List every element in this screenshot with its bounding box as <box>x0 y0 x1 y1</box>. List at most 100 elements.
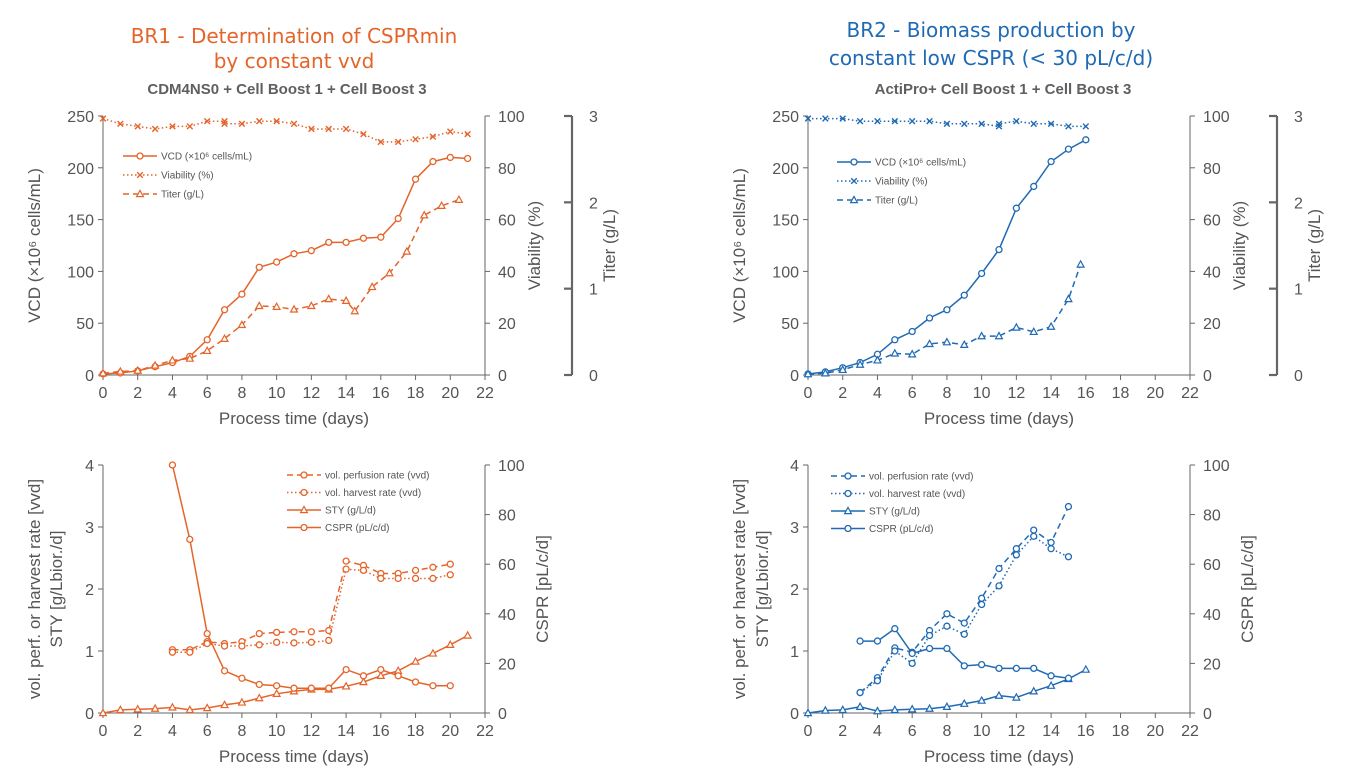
br2-bottom-data-point <box>960 619 968 627</box>
br2-top-y-tick-label: 50 <box>781 316 799 333</box>
br1-top-y-tick-label: 200 <box>67 161 94 178</box>
br2-bottom-legend-marker <box>844 489 852 498</box>
br1-top-y-axis-label-0: VCD (×10⁶ cells/mL) <box>25 168 44 323</box>
br2-bottom-data-point <box>1047 545 1055 553</box>
br2-title-line2: constant low CSPR (< 30 pL/c/d) <box>829 46 1153 70</box>
br1-top-series-line <box>102 117 468 143</box>
br2-top-x-tick-label: 2 <box>838 385 847 402</box>
br2-bottom-data-point <box>925 631 934 640</box>
br2-bottom-data-point <box>1081 664 1091 673</box>
br1-top-y3-tick-label: 1 <box>589 282 598 299</box>
br1-bottom-data-point <box>428 648 438 657</box>
br2-bottom-data-point <box>995 664 1003 673</box>
br2-bottom-data-point <box>891 625 899 633</box>
br1-top-data-point <box>168 355 177 364</box>
br1-top-y-axis-label-1: Viability (%) <box>525 201 544 290</box>
br1-bottom-x-tick-label: 6 <box>203 723 212 740</box>
br1-top-y-tick-label: 150 <box>67 213 94 230</box>
br2-top-data-point <box>925 314 934 322</box>
br2-bottom-data-point <box>1030 664 1038 673</box>
br1-bottom-legend-marker <box>300 523 308 532</box>
br2-top-y-axis-label-2: Titer (g/L) <box>1305 209 1324 282</box>
br1-top-legend-label: Viability (%) <box>161 171 214 182</box>
br1-bottom-data-point <box>325 684 333 692</box>
br2-top-series-1 <box>804 115 1090 130</box>
br2-top-data-point <box>855 359 865 368</box>
br2-bottom-data-point <box>856 637 864 645</box>
br1-bottom-data-point <box>376 670 386 680</box>
br1-top-data-point <box>134 123 142 130</box>
br2-top-data-point <box>1065 123 1072 130</box>
br2-top-data-point <box>1030 120 1038 128</box>
br1-top-y3-tick-label: 0 <box>589 368 598 385</box>
br1-top-y2-tick-label: 100 <box>498 109 525 126</box>
br1-top-data-point <box>221 120 228 128</box>
br2-bottom-y2-tick-label: 80 <box>1203 508 1221 525</box>
br1-top-data-point <box>308 125 315 133</box>
br2-top-y-axis-label-1: Viability (%) <box>1230 201 1249 290</box>
br1-top-data-point <box>151 125 159 133</box>
br2-bottom-y-tick-label: 1 <box>790 644 799 661</box>
br1-top-data-point <box>360 130 367 138</box>
br2-bottom-y2-tick-label: 100 <box>1203 458 1230 475</box>
br2-bottom-data-point <box>890 705 900 714</box>
br1-bottom-legend: vol. perfusion rate (vvd) vol. harvest ra… <box>287 471 430 534</box>
br1-bottom-series-3 <box>168 461 454 692</box>
br1-top-y2-tick-label: 20 <box>498 316 516 333</box>
br2-top-series-2 <box>803 259 1086 378</box>
br2-top-data-point <box>960 291 968 299</box>
br2-top-data-point <box>977 331 987 340</box>
br2-bottom-x-tick-label: 18 <box>1112 723 1130 740</box>
br1-bottom-data-point <box>168 461 177 469</box>
br1-top-data-point <box>255 117 263 125</box>
br1-top-x-tick-label: 16 <box>372 385 390 402</box>
br2-top-legend-marker <box>850 158 858 166</box>
br1-bottom-series-0 <box>168 557 454 654</box>
br1-top-y2-tick-label: 0 <box>498 368 507 385</box>
br2-bottom-data-point <box>1012 545 1021 553</box>
br2-bottom-data-point <box>1064 674 1073 682</box>
br1-bottom-data-point <box>272 688 282 697</box>
br2-top-y2-tick-label: 40 <box>1203 264 1221 281</box>
br1-top-data-point <box>289 304 299 313</box>
br1-bottom-data-point <box>290 639 298 647</box>
br1-top-x-tick-label: 20 <box>441 385 459 402</box>
br2-bottom-data-point <box>1064 502 1073 511</box>
br2-top-data-point <box>1064 294 1073 303</box>
br1-top-data-point <box>341 295 351 304</box>
br1-top-data-point <box>98 368 108 377</box>
br2-top-x-tick-label: 4 <box>873 385 882 402</box>
br2-top-x-tick-label: 10 <box>973 385 991 402</box>
br1-bottom-x-tick-label: 2 <box>133 723 142 740</box>
br2-bottom-data-point <box>925 644 934 653</box>
br2-top-x-tick-label: 6 <box>908 385 917 402</box>
br1-top-legend-label: VCD (×10⁶ cells/mL) <box>161 152 252 163</box>
br2-bottom-data-point <box>873 637 882 645</box>
br2-bottom-data-point <box>838 705 848 714</box>
br2-top-data-point <box>907 349 917 358</box>
br1-top-data-point <box>238 120 246 128</box>
br1-top-data-point <box>220 333 229 342</box>
br1-top-y-tick-label: 100 <box>67 264 94 281</box>
br1-top-data-point <box>186 123 194 130</box>
br2-bottom-series-3 <box>856 625 1073 682</box>
br1-top-data-point <box>454 194 464 203</box>
br1-top-series-line <box>102 156 468 375</box>
br2-bottom-data-point <box>891 647 899 655</box>
br1-top-data-point <box>325 238 333 247</box>
br2-top-data-point <box>943 306 951 314</box>
br1-bottom-data-point <box>446 560 454 568</box>
br1-bottom-data-point <box>255 680 263 689</box>
br2-bottom-data-point <box>1046 680 1056 689</box>
br1-bottom-data-point <box>307 638 316 646</box>
br2-top-data-point <box>926 117 933 125</box>
br2-top-legend-label: Viability (%) <box>875 177 928 188</box>
br1-top-data-point <box>307 247 316 255</box>
br1-top-data-point <box>117 120 124 128</box>
br2-top-x-tick-label: 8 <box>942 385 951 402</box>
br1-bottom-x-tick-label: 16 <box>372 723 390 740</box>
br2-top-y3-tick-label: 1 <box>1294 282 1303 299</box>
